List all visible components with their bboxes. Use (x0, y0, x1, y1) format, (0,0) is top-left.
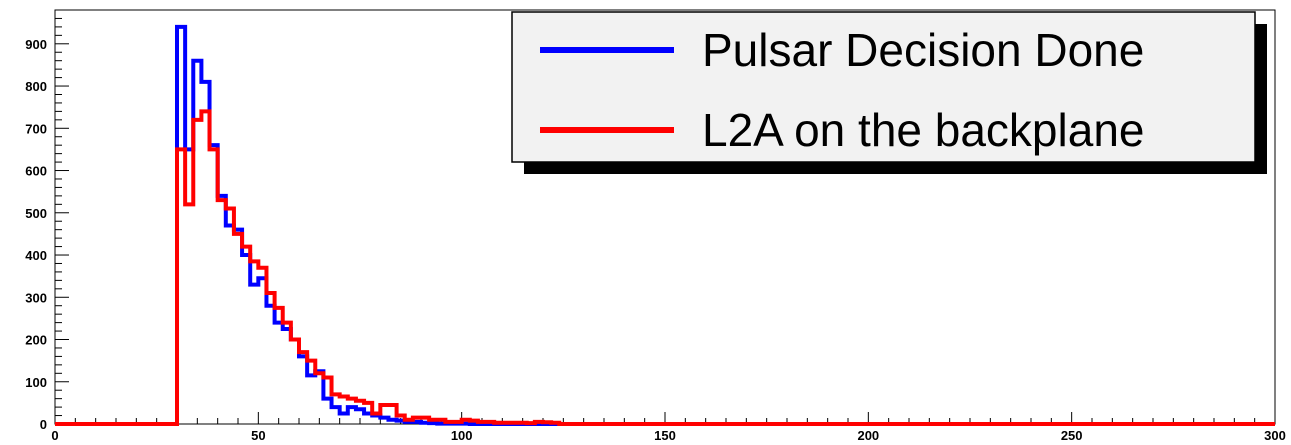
x-tick-label: 250 (1061, 428, 1083, 443)
y-tick-label: 900 (25, 37, 47, 52)
y-tick-label: 100 (25, 375, 47, 390)
legend-label-pulsar: Pulsar Decision Done (702, 24, 1144, 76)
y-tick-label: 200 (25, 333, 47, 348)
x-tick-label: 200 (857, 428, 879, 443)
x-tick-label: 0 (51, 428, 58, 443)
legend: Pulsar Decision Done L2A on the backplan… (512, 12, 1267, 174)
y-tick-label: 0 (40, 417, 47, 432)
x-tick-label: 50 (251, 428, 265, 443)
legend-label-l2a: L2A on the backplane (702, 104, 1144, 156)
y-tick-label: 300 (25, 290, 47, 305)
y-tick-label: 600 (25, 164, 47, 179)
y-tick-label: 400 (25, 248, 47, 263)
x-tick-label: 100 (451, 428, 473, 443)
x-tick-label: 150 (654, 428, 676, 443)
y-tick-label: 800 (25, 79, 47, 94)
y-tick-label: 500 (25, 206, 47, 221)
x-tick-label: 300 (1264, 428, 1286, 443)
y-tick-label: 700 (25, 121, 47, 136)
